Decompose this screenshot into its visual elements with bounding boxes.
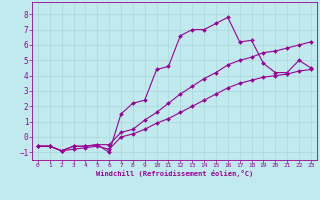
X-axis label: Windchill (Refroidissement éolien,°C): Windchill (Refroidissement éolien,°C) xyxy=(96,170,253,177)
